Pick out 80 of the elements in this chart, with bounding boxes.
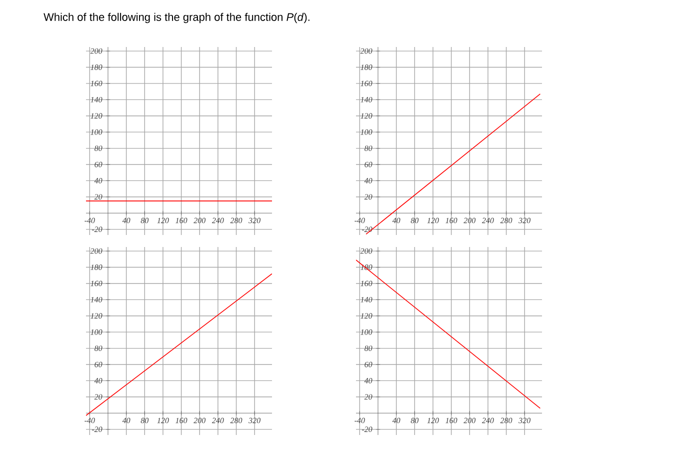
y-tick-label: -20 [92,426,102,432]
y-tick-label: 140 [360,296,372,302]
x-tick-label: 240 [482,218,494,224]
y-tick-label: 180 [90,264,102,270]
y-tick-label: 20 [364,194,372,200]
x-tick-label: 40 [122,218,130,224]
y-tick-label: 180 [360,64,372,70]
x-tick-label: 240 [212,418,224,424]
x-tick-label: 80 [140,418,149,424]
y-tick-label: 60 [94,362,102,368]
y-tick-label: 180 [90,64,102,70]
x-tick-label: 160 [446,218,458,224]
y-tick-label: 20 [94,394,102,400]
y-tick-label: 100 [360,129,372,135]
y-tick-label: 120 [90,313,102,319]
y-tick-label: 40 [94,178,102,184]
y-tick-label: 140 [90,96,102,102]
y-tick-label: 80 [364,346,372,351]
y-tick-label: 40 [94,378,102,384]
y-tick-label: 200 [90,48,102,54]
x-tick-label: 280 [230,218,242,224]
y-tick-label: 80 [94,146,102,151]
x-tick-label: 40 [122,418,130,424]
x-tick-label: 320 [518,418,531,424]
y-tick-label: 160 [360,80,372,86]
x-tick-label: 80 [140,218,149,224]
y-tick-label: 160 [360,280,372,286]
y-tick-label: 100 [360,329,372,335]
y-tick-label: 200 [90,248,102,254]
y-tick-label: 100 [90,129,102,135]
x-tick-label: 40 [392,218,400,224]
x-tick-label: 280 [500,218,512,224]
y-tick-label: 60 [94,162,102,168]
x-tick-label: 120 [157,218,169,224]
x-tick-label: 320 [518,218,531,224]
y-tick-label: 140 [360,96,372,102]
y-tick-label: 20 [94,194,102,200]
y-tick-label: 40 [364,178,372,184]
y-tick-label: 80 [94,346,102,351]
x-tick-label: 80 [410,218,419,224]
x-tick-label: 120 [427,418,439,424]
x-tick-label: 80 [410,418,419,424]
x-tick-label: 200 [464,418,476,424]
y-tick-label: 40 [364,378,372,384]
x-tick-label: 320 [248,218,260,224]
x-tick-label: 120 [157,418,169,424]
x-tick-label: 240 [482,418,494,424]
y-tick-label: -20 [362,426,372,432]
y-tick-label: 160 [90,80,102,86]
x-tick-label: 160 [176,218,188,224]
x-tick-label: 240 [212,218,224,224]
y-tick-label: 200 [360,248,372,254]
y-tick-label: 160 [90,280,102,286]
y-tick-label: -20 [92,226,102,232]
x-tick-label: -40 [354,218,365,224]
x-tick-label: 120 [427,218,439,224]
y-tick-label: 20 [364,394,372,400]
y-tick-label: 80 [364,146,372,151]
x-tick-label: -40 [354,418,365,424]
x-tick-label: 320 [248,418,260,424]
y-tick-label: -20 [362,226,372,232]
chart-title: Which of the following is the graph of the function P(d). [44,12,310,24]
x-tick-label: 160 [176,418,188,424]
x-tick-label: 40 [392,418,400,424]
x-tick-label: 200 [194,418,206,424]
y-tick-label: 60 [364,162,372,168]
y-tick-label: 120 [360,113,372,119]
y-tick-label: 100 [90,329,102,335]
y-tick-label: 140 [90,296,102,302]
y-tick-label: 120 [90,113,102,119]
x-tick-label: 200 [464,218,476,224]
x-tick-label: -40 [84,218,95,224]
x-tick-label: -40 [84,418,95,424]
x-tick-label: 280 [230,418,242,424]
y-tick-label: 60 [364,362,372,368]
x-tick-label: 280 [500,418,512,424]
y-tick-label: 120 [360,313,372,319]
x-tick-label: 200 [194,218,206,224]
x-tick-label: 160 [446,418,458,424]
y-tick-label: 200 [360,48,372,54]
